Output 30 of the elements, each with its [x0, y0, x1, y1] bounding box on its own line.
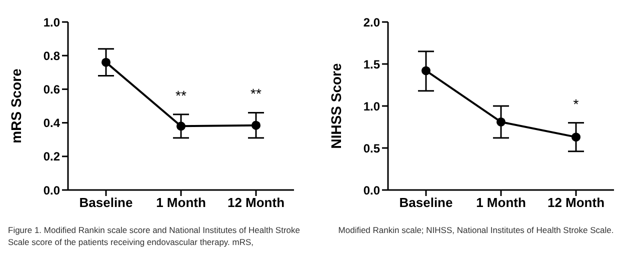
x-tick-label: 12 Month — [547, 195, 605, 210]
y-tick-label: 0.6 — [43, 82, 60, 96]
x-tick-label: 12 Month — [227, 195, 285, 210]
y-tick-label: 0.4 — [43, 116, 60, 130]
y-tick-label: 2.0 — [363, 15, 380, 30]
y-tick-label: 0.0 — [43, 183, 60, 198]
x-tick-label: Baseline — [399, 195, 453, 210]
y-tick-label: 0.2 — [43, 150, 60, 164]
point — [422, 66, 430, 76]
y-axis-title: NIHSS Score — [328, 62, 344, 149]
y-tick-label: 0.5 — [363, 141, 380, 156]
caption: Figure 1. Modified Rankin scale score and National Institutes of Health Stroke Scale score of the patients receiving endovascular therapy. mRS, — [7, 224, 301, 248]
annotation: * — [573, 96, 580, 112]
text: Modified Rankin scale; NIHSS, National Institutes of Health Stroke Scale. — [337, 224, 615, 236]
y-tick-label: 0.0 — [363, 183, 380, 198]
x-tick-label: Baseline — [79, 195, 133, 210]
point — [496, 117, 506, 126]
y-tick-label: 1.0 — [43, 15, 60, 30]
point — [102, 58, 110, 67]
point — [252, 120, 260, 130]
y-tick-label: 1.5 — [363, 57, 380, 72]
annotation: ** — [250, 86, 262, 102]
y-tick-label: 1.0 — [363, 99, 380, 114]
y-tick-label: 0.8 — [43, 48, 60, 63]
annotation: ** — [176, 87, 187, 104]
point — [572, 132, 580, 142]
x-tick-label: 1 Month — [476, 195, 526, 210]
x-tick-label: 1 Month — [156, 195, 206, 210]
point — [176, 122, 186, 131]
y-axis-title: mRS Score — [8, 68, 24, 144]
